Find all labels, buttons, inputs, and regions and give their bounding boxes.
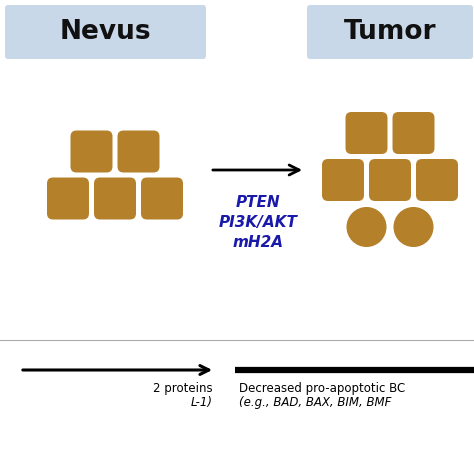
Circle shape [347,208,386,246]
Text: 2 proteins: 2 proteins [154,382,213,395]
FancyBboxPatch shape [307,5,473,59]
Text: Tumor: Tumor [344,19,436,45]
Text: (e.g., BAD, BAX, BIM, BMF: (e.g., BAD, BAX, BIM, BMF [239,396,392,409]
FancyBboxPatch shape [94,177,136,219]
Text: Decreased pro-apoptotic BC: Decreased pro-apoptotic BC [239,382,405,395]
Text: PTEN: PTEN [236,195,280,210]
FancyBboxPatch shape [392,112,435,154]
FancyBboxPatch shape [369,159,411,201]
FancyBboxPatch shape [118,130,159,173]
Text: L-1): L-1) [191,396,213,409]
FancyBboxPatch shape [71,130,112,173]
FancyBboxPatch shape [322,159,364,201]
FancyBboxPatch shape [5,5,206,59]
Text: mH2A: mH2A [233,235,283,250]
Text: Nevus: Nevus [60,19,151,45]
FancyBboxPatch shape [141,177,183,219]
Circle shape [394,208,433,246]
FancyBboxPatch shape [346,112,388,154]
Text: PI3K/AKT: PI3K/AKT [219,215,298,230]
FancyBboxPatch shape [416,159,458,201]
FancyBboxPatch shape [47,177,89,219]
